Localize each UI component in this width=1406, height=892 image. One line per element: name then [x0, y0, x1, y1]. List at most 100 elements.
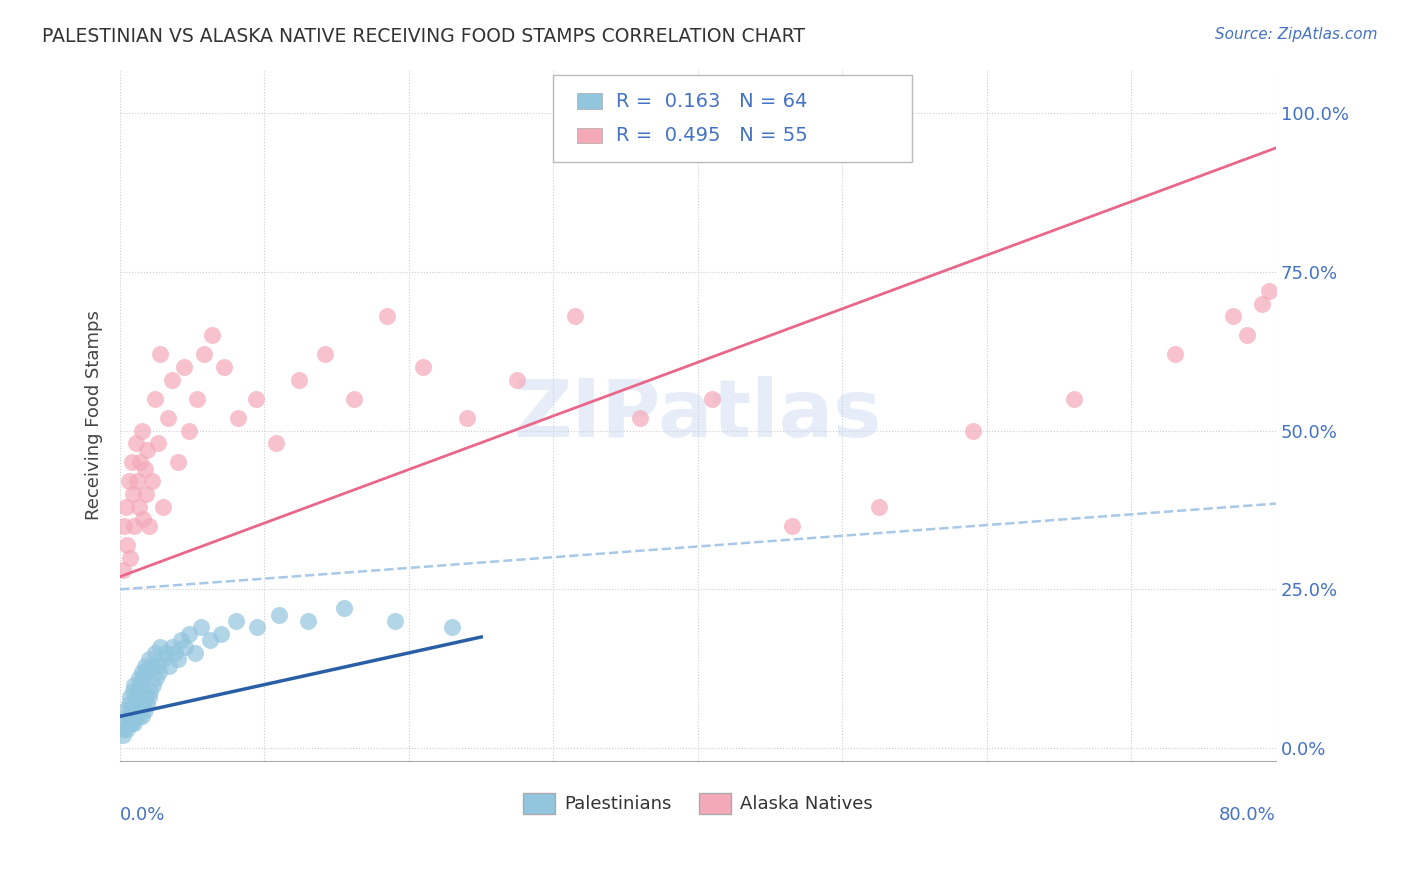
Point: [127, 475, 149, 489]
Point: [245, 392, 267, 406]
Point: [114, 703, 136, 717]
Point: [1257, 284, 1279, 298]
Point: [125, 690, 148, 705]
Point: [115, 709, 138, 723]
Point: [138, 518, 160, 533]
Point: [145, 671, 167, 685]
Point: [131, 709, 153, 723]
Point: [146, 658, 169, 673]
Point: [193, 347, 215, 361]
Point: [129, 703, 152, 717]
Point: [124, 518, 146, 533]
Point: [112, 518, 135, 533]
Point: [149, 347, 172, 361]
Point: [628, 410, 651, 425]
Point: [124, 678, 146, 692]
FancyBboxPatch shape: [576, 94, 602, 109]
Point: [128, 500, 150, 514]
Point: [129, 455, 152, 469]
Point: [132, 697, 155, 711]
Point: [114, 500, 136, 514]
Point: [1250, 296, 1272, 310]
Legend: Palestinians, Alaska Natives: Palestinians, Alaska Natives: [516, 786, 880, 821]
Point: [134, 658, 156, 673]
Point: [456, 410, 478, 425]
Point: [441, 620, 464, 634]
Point: [333, 601, 356, 615]
Point: [143, 646, 166, 660]
Point: [114, 715, 136, 730]
Point: [139, 684, 162, 698]
Point: [134, 703, 156, 717]
Point: [124, 703, 146, 717]
FancyBboxPatch shape: [576, 128, 602, 144]
Point: [128, 671, 150, 685]
Point: [201, 328, 224, 343]
Point: [135, 487, 157, 501]
Point: [111, 728, 134, 742]
Text: ZIPatlas: ZIPatlas: [513, 376, 882, 454]
Point: [198, 633, 221, 648]
Text: 0.0%: 0.0%: [120, 805, 166, 824]
Text: R =  0.163   N = 64: R = 0.163 N = 64: [616, 92, 807, 111]
Point: [962, 424, 984, 438]
Point: [314, 347, 336, 361]
Point: [112, 722, 135, 736]
Point: [120, 709, 142, 723]
Point: [169, 633, 191, 648]
Point: [122, 487, 145, 501]
Point: [135, 665, 157, 679]
Point: [122, 709, 145, 723]
Point: [120, 690, 142, 705]
Point: [122, 684, 145, 698]
Point: [225, 614, 247, 628]
Point: [120, 550, 142, 565]
Point: [152, 500, 174, 514]
Text: PALESTINIAN VS ALASKA NATIVE RECEIVING FOOD STAMPS CORRELATION CHART: PALESTINIAN VS ALASKA NATIVE RECEIVING F…: [42, 27, 806, 45]
Point: [138, 690, 160, 705]
Point: [166, 652, 188, 666]
Point: [157, 658, 180, 673]
Point: [141, 658, 163, 673]
Point: [136, 697, 159, 711]
Point: [141, 475, 163, 489]
Point: [184, 646, 207, 660]
Point: [128, 709, 150, 723]
Point: [297, 614, 319, 628]
Point: [131, 424, 153, 438]
Point: [124, 715, 146, 730]
Point: [121, 715, 143, 730]
Point: [132, 512, 155, 526]
Text: R =  0.495   N = 55: R = 0.495 N = 55: [616, 126, 807, 145]
Point: [143, 392, 166, 406]
Point: [121, 455, 143, 469]
Point: [1222, 310, 1244, 324]
Point: [152, 652, 174, 666]
Point: [166, 455, 188, 469]
Point: [264, 436, 287, 450]
Point: [375, 310, 398, 324]
Point: [156, 410, 179, 425]
Point: [117, 697, 139, 711]
Point: [564, 310, 586, 324]
Point: [1063, 392, 1085, 406]
Point: [136, 442, 159, 457]
Point: [868, 500, 890, 514]
Point: [174, 640, 197, 654]
Point: [179, 424, 201, 438]
Point: [129, 678, 152, 692]
Point: [163, 646, 186, 660]
Point: [131, 665, 153, 679]
Point: [146, 436, 169, 450]
Point: [228, 410, 250, 425]
Point: [138, 652, 160, 666]
Point: [343, 392, 366, 406]
FancyBboxPatch shape: [554, 76, 912, 162]
Point: [267, 607, 290, 622]
Point: [132, 671, 155, 685]
Point: [121, 703, 143, 717]
Point: [148, 665, 170, 679]
Point: [134, 461, 156, 475]
Point: [149, 640, 172, 654]
Point: [125, 709, 148, 723]
